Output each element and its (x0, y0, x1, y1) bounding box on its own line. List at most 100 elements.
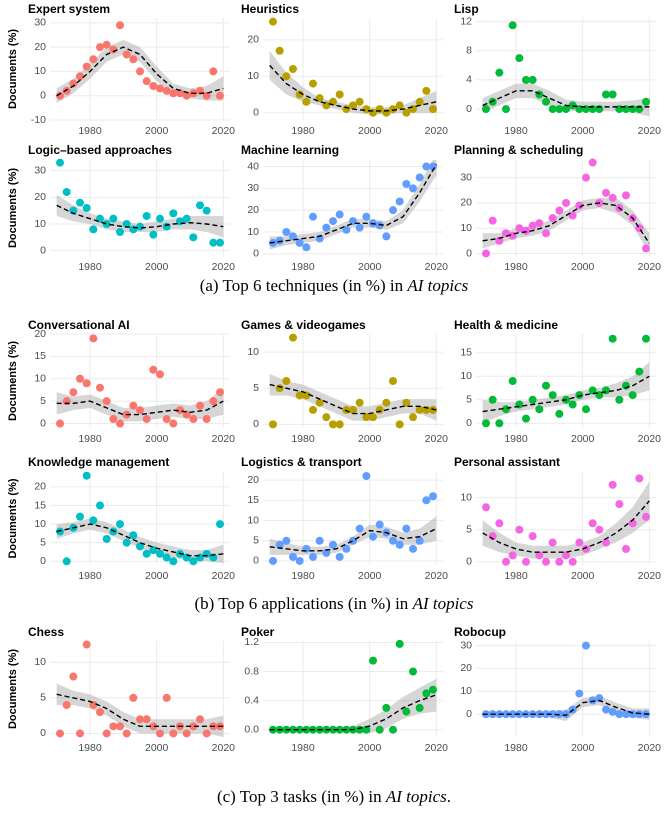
point (515, 525, 524, 534)
panel: Poker 0.0 0.4 0.8 1.2 1980 2000 2020 (241, 625, 448, 754)
point (136, 542, 144, 551)
y-tick-label: 30 (460, 639, 472, 651)
point (588, 158, 597, 167)
point (422, 689, 431, 698)
point (495, 419, 504, 428)
x-tick-label: 1980 (291, 570, 315, 582)
x-tick-label: 2020 (425, 570, 449, 582)
point (595, 694, 604, 703)
point (335, 210, 344, 219)
point (402, 180, 411, 188)
point (369, 656, 377, 665)
x-tick-label: 2020 (638, 433, 662, 445)
point (555, 105, 564, 114)
point (602, 705, 610, 714)
point (415, 536, 424, 545)
point (189, 722, 198, 731)
x-tick-label: 2000 (358, 261, 382, 273)
point (495, 236, 504, 245)
point (495, 519, 504, 528)
point (362, 472, 371, 481)
point (582, 173, 590, 182)
point (96, 383, 104, 392)
trend-line (269, 694, 437, 731)
point (515, 54, 524, 63)
point (116, 228, 124, 236)
point (109, 45, 118, 54)
y-tick-label: 10 (460, 491, 472, 503)
point (309, 212, 317, 221)
point (82, 471, 91, 480)
point (528, 221, 537, 230)
point (508, 377, 517, 385)
y-tick-label: 20 (460, 197, 472, 209)
point (82, 62, 91, 71)
point (109, 722, 118, 731)
caption-text: (a) Top 6 techniques (in %) in (200, 276, 408, 295)
point (389, 377, 397, 385)
point (395, 639, 404, 648)
point (528, 395, 537, 404)
point (528, 532, 537, 541)
caption: (b) Top 6 applications (in %) in AI topi… (195, 594, 474, 613)
point (196, 715, 204, 724)
point (216, 238, 224, 247)
point (548, 710, 557, 719)
point (429, 685, 437, 694)
x-tick-label: 2000 (358, 570, 382, 582)
point (169, 557, 178, 566)
panel: Robocup 0 10 20 30 1980 2000 2020 (454, 625, 661, 754)
point (309, 552, 317, 561)
point (522, 557, 530, 566)
point (102, 534, 111, 543)
point (169, 419, 178, 428)
x-tick-label: 2000 (145, 261, 169, 273)
x-tick-label: 2020 (425, 433, 449, 445)
y-tick-label: 5 (40, 536, 46, 548)
point (342, 225, 351, 234)
y-axis-label: Documents (%) (7, 29, 19, 109)
x-tick-label: 2000 (571, 261, 595, 273)
panel-title: Logic–based approaches (28, 143, 172, 157)
point (342, 544, 351, 553)
caption: (a) Top 6 techniques (in %) in AI topics (200, 276, 469, 295)
point (382, 398, 391, 407)
point (275, 46, 284, 55)
x-tick-label: 2020 (425, 261, 449, 273)
point (369, 532, 377, 541)
y-tick-label: 8 (466, 45, 472, 57)
x-tick-label: 1980 (291, 125, 315, 137)
confidence-band (482, 83, 650, 117)
point (295, 725, 304, 734)
point (535, 405, 544, 414)
caption-emphasis: AI topics (412, 594, 474, 613)
point (568, 211, 577, 220)
point (548, 105, 557, 114)
point (76, 374, 84, 383)
point (102, 729, 111, 738)
x-tick-label: 1980 (504, 742, 528, 754)
point (295, 238, 304, 247)
panel-title: Robocup (454, 625, 506, 639)
point (482, 249, 490, 258)
point (502, 710, 510, 719)
y-tick-label: 10 (247, 70, 259, 82)
x-tick-label: 2020 (212, 433, 236, 445)
x-tick-label: 2020 (212, 125, 236, 137)
x-tick-label: 1980 (504, 570, 528, 582)
point (182, 410, 191, 419)
point (142, 212, 151, 220)
point (608, 193, 617, 202)
point (142, 415, 151, 424)
point (548, 538, 557, 547)
point (349, 405, 357, 414)
point (355, 398, 364, 407)
x-tick-label: 2000 (145, 125, 169, 137)
point (269, 17, 277, 26)
point (176, 406, 184, 415)
point (389, 725, 397, 734)
y-tick-label: 10 (34, 656, 46, 668)
point (502, 405, 510, 414)
point (289, 333, 297, 342)
point (622, 381, 630, 390)
